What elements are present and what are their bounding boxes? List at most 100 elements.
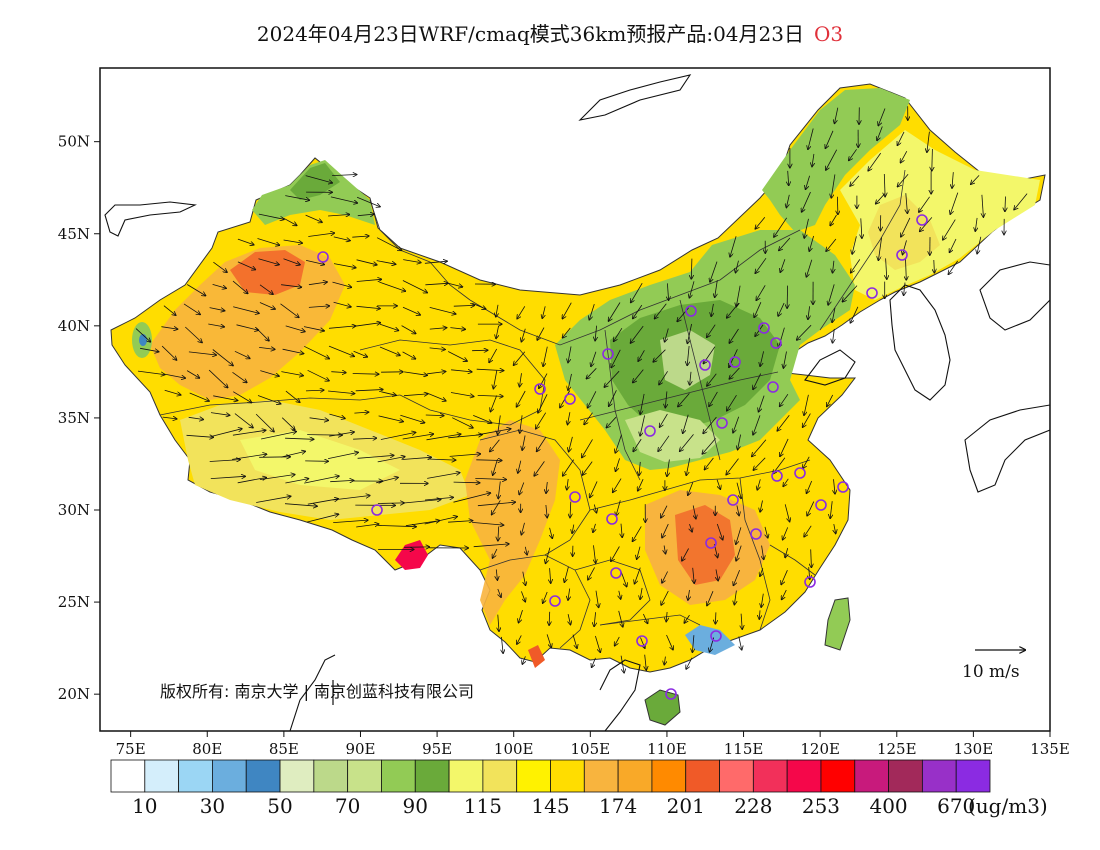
wind-arrow [807, 501, 815, 516]
wind-arrow [688, 482, 694, 495]
wind-arrow [356, 524, 378, 528]
wind-arrow [208, 369, 228, 388]
colorbar-swatch [854, 759, 889, 793]
wind-arrow [797, 324, 812, 340]
wind-arrow [738, 434, 741, 450]
wind-arrow [811, 549, 812, 567]
wind-arrow [977, 236, 982, 254]
indochina-coast [599, 659, 641, 731]
china-concentration-field [110, 83, 1046, 726]
wind-arrow [546, 634, 551, 647]
wind-arrow [621, 523, 622, 538]
wind-arrow [189, 392, 209, 401]
wind-arrow [550, 527, 553, 539]
wind-arrow [379, 281, 405, 291]
wind-arrow [901, 217, 911, 237]
wind-arrow [753, 373, 762, 390]
wind-arrow [709, 391, 718, 406]
wind-arrow [833, 328, 835, 343]
wind-arrow [808, 128, 814, 150]
colorbar-swatch [583, 759, 619, 793]
bay-coast [804, 349, 856, 386]
wind-arrow [490, 395, 498, 412]
wind-arrow [736, 260, 739, 273]
colorbar-swatch [719, 759, 754, 793]
boundary-north [579, 371, 779, 421]
wind-arrow [306, 514, 339, 523]
wind-arrow [904, 282, 905, 296]
wind-arrow [633, 304, 643, 318]
wind-arrow [306, 260, 324, 264]
north-xinjiang-very-good [290, 163, 340, 200]
colorbar-label: 253 [802, 794, 840, 818]
wind-arrow [161, 345, 176, 360]
wind-arrow [653, 349, 666, 362]
neighbor-coastlines [104, 74, 1050, 731]
wind-arrow [982, 194, 984, 217]
pearl-river-low-ozone [685, 625, 735, 655]
wind-arrow [493, 458, 498, 475]
wind-arrow [549, 611, 550, 625]
wind-arrow [812, 153, 814, 167]
wind-arrow [752, 439, 767, 457]
boundary-east [739, 477, 771, 631]
wind-arrow [281, 417, 295, 430]
station-marker [727, 494, 739, 506]
wind-arrow [662, 571, 668, 583]
wind-arrow [352, 374, 379, 375]
wind-arrow [210, 429, 242, 437]
wind-arrow [283, 239, 303, 243]
wind-arrow [948, 260, 959, 274]
wind-arrow [329, 413, 345, 418]
lon-tick-label: 130E [954, 740, 994, 758]
wind-arrow [237, 478, 267, 484]
station-marker [317, 251, 329, 263]
wind-arrow [631, 282, 643, 302]
station-marker [606, 513, 618, 525]
wind-arrow [877, 126, 883, 141]
wind-arrow [729, 367, 740, 379]
colorbar-unit: (ug/m3) [968, 794, 1048, 818]
wind-arrow [618, 610, 623, 627]
wind-arrow [525, 546, 527, 555]
wind-arrow [920, 217, 933, 231]
wind-arrow [611, 546, 620, 562]
wind-arrow [521, 522, 525, 535]
boundary-henan [679, 299, 721, 461]
wind-arrow [785, 547, 788, 557]
wind-arrow [826, 149, 838, 170]
station-marker [602, 348, 614, 360]
wind-arrow [356, 259, 377, 265]
wind-arrow [778, 302, 785, 316]
wind-arrow [780, 393, 789, 406]
map-title: 2024年04月23日WRF/cmaq模式36km预报产品:04月23日 O3 [0, 18, 1100, 47]
northeast-good-ozone [762, 88, 910, 232]
wind-arrow [827, 394, 834, 407]
wind-arrow [333, 520, 368, 523]
wind-arrow [582, 461, 593, 475]
fergana-lowest-ozone [139, 334, 147, 346]
wind-arrow [760, 568, 763, 576]
wind-arrow [842, 285, 858, 302]
wind-arrow [164, 389, 181, 395]
wind-arrow [906, 193, 908, 213]
wind-arrow [328, 390, 354, 394]
wind-arrow [686, 657, 693, 669]
wind-arrow [850, 175, 860, 186]
wind-arrow [448, 282, 462, 287]
wind-arrow [710, 261, 718, 282]
wind-arrow [354, 412, 368, 413]
wind-arrow [400, 414, 424, 423]
wind-arrow [492, 500, 501, 514]
colorbar-swatch [955, 759, 991, 793]
wind-arrow [472, 350, 488, 351]
wind-arrow [236, 324, 259, 330]
wind-arrow [403, 259, 421, 263]
lon-tick-label: 80E [192, 740, 222, 758]
wind-arrow [781, 570, 788, 584]
wind-arrow [638, 350, 645, 361]
wind-arrow [255, 413, 274, 432]
wind-arrow [567, 479, 568, 490]
wind-arrow [852, 236, 857, 254]
wind-arrow [582, 439, 593, 457]
